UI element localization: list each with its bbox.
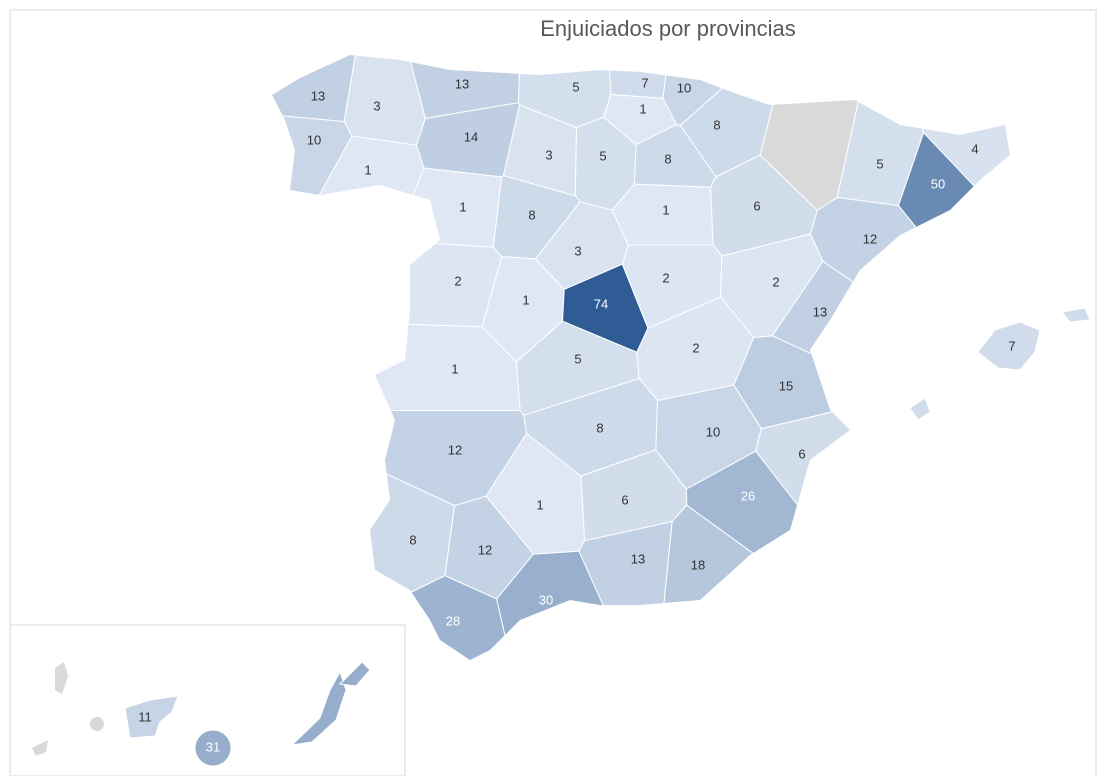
province bbox=[272, 575, 538, 660]
value-label: 50 bbox=[931, 176, 945, 191]
value-label: 8 bbox=[409, 532, 416, 547]
canary-inset bbox=[9, 624, 406, 776]
value-label: 15 bbox=[779, 378, 793, 393]
value-label: 13 bbox=[813, 304, 827, 319]
province bbox=[290, 670, 347, 746]
value-label: 2 bbox=[454, 273, 461, 288]
value-label: 28 bbox=[446, 613, 460, 628]
value-label: 8 bbox=[596, 420, 603, 435]
value-label: 1 bbox=[536, 497, 543, 512]
value-label: 1 bbox=[522, 292, 529, 307]
province bbox=[578, 520, 673, 660]
value-label: 1 bbox=[459, 199, 466, 214]
province bbox=[809, 196, 1010, 424]
province bbox=[1061, 307, 1091, 323]
province bbox=[977, 321, 1041, 371]
province bbox=[897, 131, 1010, 436]
value-label: 14 bbox=[464, 129, 478, 144]
value-label: 5 bbox=[876, 156, 883, 171]
value-label: 5 bbox=[574, 351, 581, 366]
value-label: 1 bbox=[639, 101, 646, 116]
province bbox=[194, 729, 232, 767]
province bbox=[272, 389, 456, 660]
value-label: 31 bbox=[206, 739, 220, 754]
island bbox=[90, 717, 104, 731]
value-label: 3 bbox=[545, 147, 552, 162]
value-label: 8 bbox=[528, 207, 535, 222]
province bbox=[272, 320, 521, 411]
value-label: 1 bbox=[662, 202, 669, 217]
value-label: 6 bbox=[753, 198, 760, 213]
province bbox=[652, 504, 1010, 660]
value-label: 3 bbox=[574, 243, 581, 258]
value-label: 12 bbox=[448, 442, 462, 457]
value-label: 2 bbox=[662, 270, 669, 285]
value-label: 10 bbox=[307, 132, 321, 147]
island bbox=[32, 740, 48, 756]
value-label: 10 bbox=[677, 80, 691, 95]
province bbox=[272, 410, 528, 507]
province bbox=[733, 335, 904, 430]
value-label: 6 bbox=[621, 492, 628, 507]
value-label: 10 bbox=[706, 424, 720, 439]
province bbox=[909, 397, 931, 421]
province bbox=[496, 550, 667, 660]
province bbox=[124, 695, 179, 739]
value-label: 30 bbox=[539, 592, 553, 607]
value-label: 13 bbox=[455, 76, 469, 91]
map-title: Enjuiciados por provincias bbox=[540, 16, 796, 41]
value-label: 8 bbox=[713, 117, 720, 132]
province bbox=[755, 395, 1010, 660]
value-label: 7 bbox=[641, 75, 648, 90]
value-label: 6 bbox=[798, 446, 805, 461]
value-label: 5 bbox=[572, 79, 579, 94]
value-label: 1 bbox=[451, 361, 458, 376]
value-label: 11 bbox=[138, 709, 152, 724]
island bbox=[55, 662, 68, 694]
value-label: 26 bbox=[741, 488, 755, 503]
value-label: 18 bbox=[691, 557, 705, 572]
province bbox=[338, 661, 371, 687]
value-label: 1 bbox=[364, 162, 371, 177]
value-label: 13 bbox=[311, 88, 325, 103]
islands bbox=[32, 307, 1091, 767]
value-label: 13 bbox=[631, 551, 645, 566]
value-label: 74 bbox=[594, 296, 608, 311]
value-label: 2 bbox=[772, 274, 779, 289]
value-label: 4 bbox=[971, 141, 978, 156]
value-label: 5 bbox=[599, 148, 606, 163]
province bbox=[295, 240, 503, 328]
value-label: 8 bbox=[664, 151, 671, 166]
value-label: 12 bbox=[863, 231, 877, 246]
value-label: 3 bbox=[373, 98, 380, 113]
value-label: 12 bbox=[478, 542, 492, 557]
value-label: 2 bbox=[692, 340, 699, 355]
value-label: 7 bbox=[1008, 338, 1015, 353]
province bbox=[272, 89, 353, 432]
